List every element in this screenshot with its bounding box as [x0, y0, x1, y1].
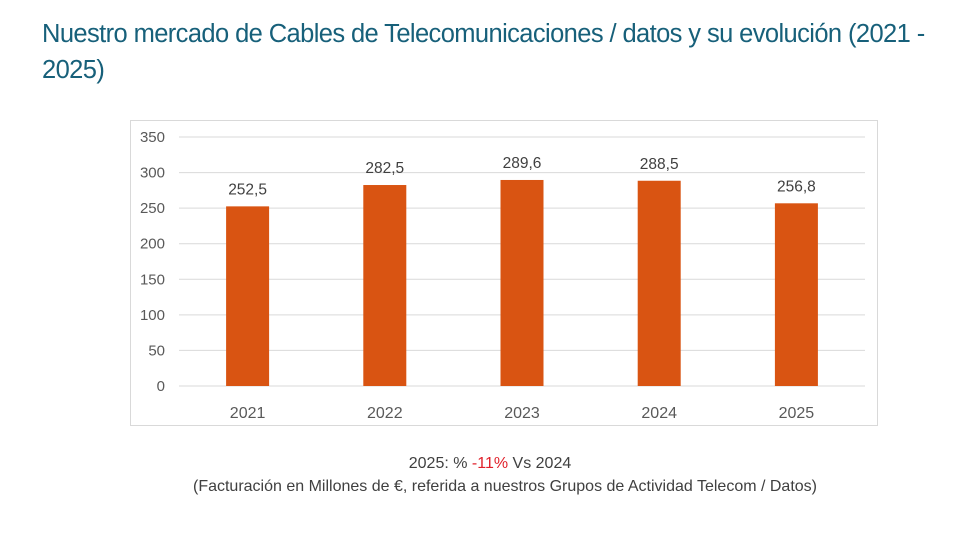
bar: [637, 180, 681, 386]
x-tick-label: 2025: [779, 405, 815, 422]
bar-value-label: 288,5: [640, 156, 679, 173]
units-note: (Facturación en Millones de €, referida …: [192, 478, 817, 495]
y-tick-label: 350: [140, 129, 165, 146]
chart-svg: 0 50 100 150 200 250 300 350 252,5 282,5 289,6 288…: [140, 129, 865, 422]
page-title: Nuestro mercado de Cables de Telecomunic…: [42, 20, 925, 84]
x-tick-label: 2023: [504, 405, 540, 422]
y-tick-label: 150: [140, 271, 165, 288]
chart-bars: [226, 179, 818, 386]
bar: [226, 206, 270, 386]
bar-chart: 0 50 100 150 200 250 300 350 252,5 282,5 289,6 288…: [130, 120, 878, 426]
y-tick-label: 200: [140, 236, 165, 253]
bar: [363, 185, 407, 386]
change-prefix: 2025: %: [408, 455, 472, 472]
change-value: -11%: [471, 455, 509, 472]
bar: [774, 203, 818, 386]
y-tick-label: 300: [140, 165, 165, 182]
x-tick-label: 2024: [641, 405, 677, 422]
value-labels: 252,5 282,5 289,6 288,5 256,8: [228, 155, 816, 198]
bar: [500, 179, 544, 386]
y-tick-label: 50: [148, 342, 165, 359]
chart-caption: 2025: % -11% Vs 2024 (Facturación en Mil…: [0, 452, 980, 498]
bar-value-label: 282,5: [365, 160, 404, 177]
x-axis-labels: 2021 2022 2023 2024 2025: [230, 405, 814, 422]
change-suffix: Vs 2024: [508, 455, 572, 472]
x-tick-label: 2022: [367, 405, 403, 422]
y-tick-label: 250: [140, 200, 165, 217]
y-tick-label: 0: [157, 378, 165, 395]
y-axis-labels: 0 50 100 150 200 250 300 350: [140, 129, 165, 395]
change-summary: 2025: % -11% Vs 2024: [0, 452, 980, 475]
bar-value-label: 289,6: [503, 155, 542, 172]
y-tick-label: 100: [140, 307, 165, 324]
x-tick-label: 2021: [230, 405, 266, 422]
bar-value-label: 256,8: [777, 178, 816, 195]
bar-value-label: 252,5: [228, 181, 267, 198]
